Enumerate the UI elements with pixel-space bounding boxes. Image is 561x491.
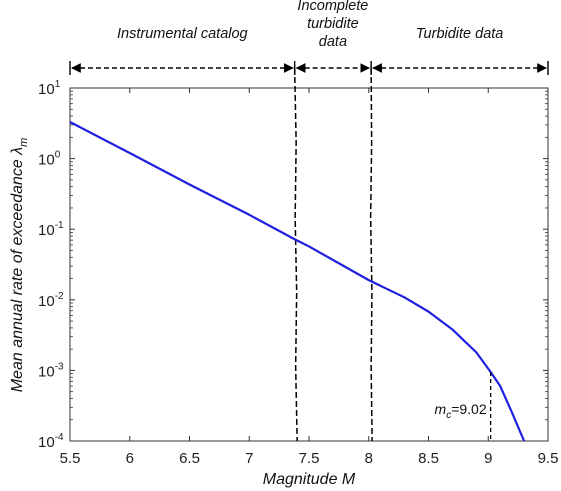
x-tick-label: 9 bbox=[484, 450, 492, 467]
x-tick-label: 7 bbox=[245, 450, 253, 467]
x-ticks: 5.5 6 6.5 7 7.5 8 8.5 9 9.5 bbox=[60, 88, 559, 467]
mc-label-value: =9.02 bbox=[451, 401, 487, 417]
y-tick-label: 10-4 bbox=[38, 432, 64, 451]
y-tick-label: 10-3 bbox=[38, 361, 64, 380]
boundary-line bbox=[369, 67, 373, 442]
region-label: Turbidite data bbox=[416, 26, 504, 42]
y-axis-label-sub: m bbox=[18, 138, 30, 147]
series-group bbox=[69, 121, 526, 442]
y-tick-label: 10-2 bbox=[38, 291, 64, 310]
x-tick-label: 8 bbox=[365, 450, 373, 467]
y-tick-base: 10 bbox=[38, 363, 55, 380]
series-line bbox=[69, 121, 526, 442]
x-tick-label: 8.5 bbox=[418, 450, 439, 467]
x-tick-label: 5.5 bbox=[60, 450, 81, 467]
y-tick-label: 100 bbox=[38, 150, 61, 169]
y-tick-exponent: -4 bbox=[55, 432, 64, 443]
y-tick-label: 10-1 bbox=[38, 220, 64, 239]
region-label: turbidite bbox=[307, 16, 359, 32]
y-tick-base: 10 bbox=[38, 81, 55, 98]
mc-annotation-group: mc=9.02 bbox=[435, 371, 492, 441]
mc-label-m: m bbox=[435, 401, 447, 417]
mc-label: mc=9.02 bbox=[435, 401, 487, 421]
y-tick-exponent: -2 bbox=[55, 291, 64, 302]
region-annotations: Instrumental catalog Incomplete turbidite d… bbox=[69, 0, 549, 75]
y-tick-exponent: 1 bbox=[55, 79, 61, 90]
x-tick-label: 9.5 bbox=[538, 450, 559, 467]
y-axis-label-main: Mean annual rate of exceedance λ bbox=[9, 147, 26, 393]
y-tick-base: 10 bbox=[38, 152, 55, 169]
y-tick-base: 10 bbox=[38, 434, 55, 451]
boundary-lines bbox=[293, 67, 373, 442]
y-axis-label: Mean annual rate of exceedance λm bbox=[9, 138, 30, 393]
region-label: Instrumental catalog bbox=[117, 26, 248, 42]
region-label: data bbox=[319, 34, 347, 50]
y-tick-base: 10 bbox=[38, 222, 55, 239]
x-tick-label: 6.5 bbox=[179, 450, 200, 467]
y-tick-label: 101 bbox=[38, 79, 61, 98]
boundary-line bbox=[293, 67, 298, 442]
region-label: Incomplete bbox=[297, 0, 368, 14]
y-tick-exponent: -3 bbox=[55, 361, 64, 372]
y-tick-base: 10 bbox=[38, 293, 55, 310]
plot-area bbox=[69, 87, 549, 442]
y-tick-exponent: -1 bbox=[55, 220, 64, 231]
mc-label-sub: c bbox=[446, 410, 451, 421]
x-axis-label: Magnitude M bbox=[263, 471, 356, 488]
y-tick-exponent: 0 bbox=[55, 150, 61, 161]
x-tick-label: 6 bbox=[126, 450, 134, 467]
x-tick-label: 7.5 bbox=[299, 450, 320, 467]
